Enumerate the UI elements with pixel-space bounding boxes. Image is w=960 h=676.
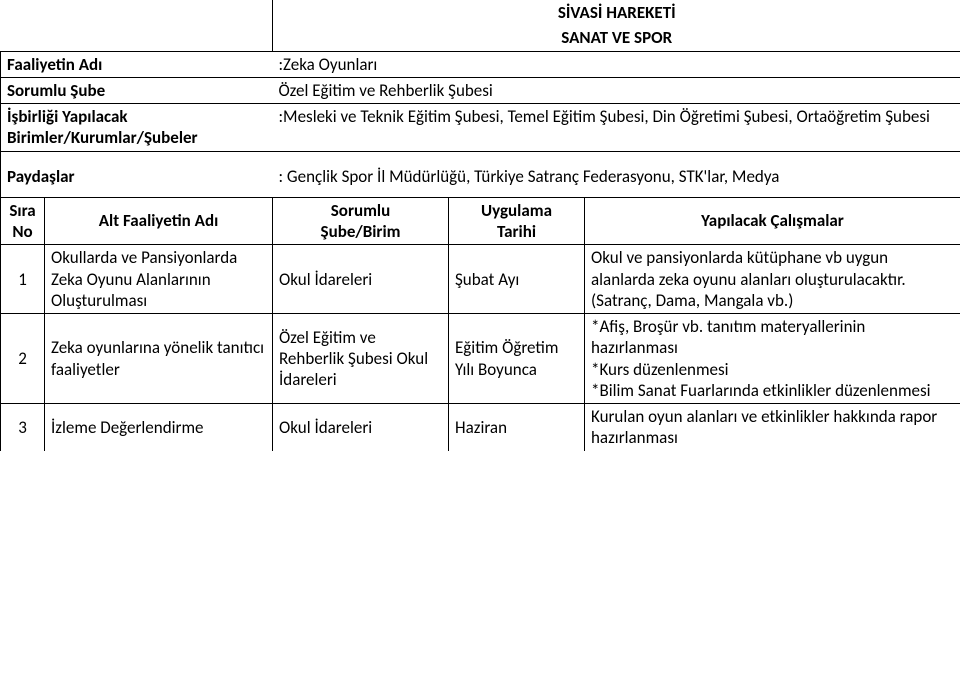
cell-alt: İzleme Değerlendirme xyxy=(45,404,273,451)
col-sorumlu: Sorumlu Şube/Birim xyxy=(273,197,449,245)
col-sira-2: No xyxy=(12,221,32,242)
col-sira: Sıra No xyxy=(1,197,45,245)
table-row: 2 Zeka oyunlarına yönelik tanıtıcı faali… xyxy=(1,314,960,404)
cell-calisma: *Afiş, Broşür vb. tanıtım materyallerini… xyxy=(585,314,960,404)
header-title-1: SİVASİ HAREKETİ xyxy=(273,0,960,25)
value-isbirligi: :Mesleki ve Teknik Eğitim Şubesi, Temel … xyxy=(273,104,960,152)
col-sorumlu-1: Sorumlu xyxy=(331,200,390,221)
label-faaliyet: Faaliyetin Adı xyxy=(1,51,273,77)
value-paydas: : Gençlik Spor İl Müdürlüğü, Türkiye Sat… xyxy=(273,151,960,197)
col-uyg-2: Tarihi xyxy=(497,221,536,242)
header-title-2: SANAT VE SPOR xyxy=(273,25,960,51)
label-paydas: Paydaşlar xyxy=(1,151,273,197)
cell-alt: Okullarda ve Pansiyonlarda Zeka Oyunu Al… xyxy=(45,245,273,314)
blank-cell xyxy=(1,25,273,51)
table-row: 3 İzleme Değerlendirme Okul İdareleri Ha… xyxy=(1,404,960,451)
value-faaliyet: :Zeka Oyunları xyxy=(273,51,960,77)
label-isbirligi-line2: Birimler/Kurumlar/Şubeler xyxy=(7,127,198,148)
cell-sorumlu: Özel Eğitim ve Rehberlik Şubesi Okul İda… xyxy=(273,314,449,404)
cell-sorumlu: Okul İdareleri xyxy=(273,245,449,314)
col-uyg-1: Uygulama xyxy=(481,200,552,221)
col-alt: Alt Faaliyetin Adı xyxy=(45,197,273,245)
label-isbirligi: İşbirliği Yapılacak Birimler/Kurumlar/Şu… xyxy=(1,104,273,152)
cell-tarih: Şubat Ayı xyxy=(449,245,585,314)
cell-no: 1 xyxy=(1,245,45,314)
cell-tarih: Haziran xyxy=(449,404,585,451)
blank-cell xyxy=(1,0,273,25)
table-row: 1 Okullarda ve Pansiyonlarda Zeka Oyunu … xyxy=(1,245,960,314)
cell-no: 3 xyxy=(1,404,45,451)
col-calisma: Yapılacak Çalışmalar xyxy=(585,197,960,245)
cell-no: 2 xyxy=(1,314,45,404)
value-sorumlu-sube: Özel Eğitim ve Rehberlik Şubesi xyxy=(273,77,960,103)
col-sira-1: Sıra xyxy=(9,200,35,221)
cell-sorumlu: Okul İdareleri xyxy=(273,404,449,451)
cell-alt: Zeka oyunlarına yönelik tanıtıcı faaliye… xyxy=(45,314,273,404)
label-isbirligi-line1: İşbirliği Yapılacak xyxy=(7,106,128,127)
cell-tarih: Eğitim Öğretim Yılı Boyunca xyxy=(449,314,585,404)
cell-calisma: Kurulan oyun alanları ve etkinlikler hak… xyxy=(585,404,960,451)
label-sorumlu-sube: Sorumlu Şube xyxy=(1,77,273,103)
col-sorumlu-2: Şube/Birim xyxy=(321,221,401,242)
col-uygulama: Uygulama Tarihi xyxy=(449,197,585,245)
cell-calisma: Okul ve pansiyonlarda kütüphane vb uygun… xyxy=(585,245,960,314)
document-table: SİVASİ HAREKETİ SANAT VE SPOR Faaliyetin… xyxy=(0,0,960,451)
